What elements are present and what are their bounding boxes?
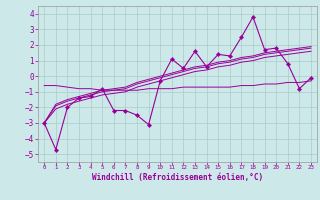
X-axis label: Windchill (Refroidissement éolien,°C): Windchill (Refroidissement éolien,°C) (92, 173, 263, 182)
